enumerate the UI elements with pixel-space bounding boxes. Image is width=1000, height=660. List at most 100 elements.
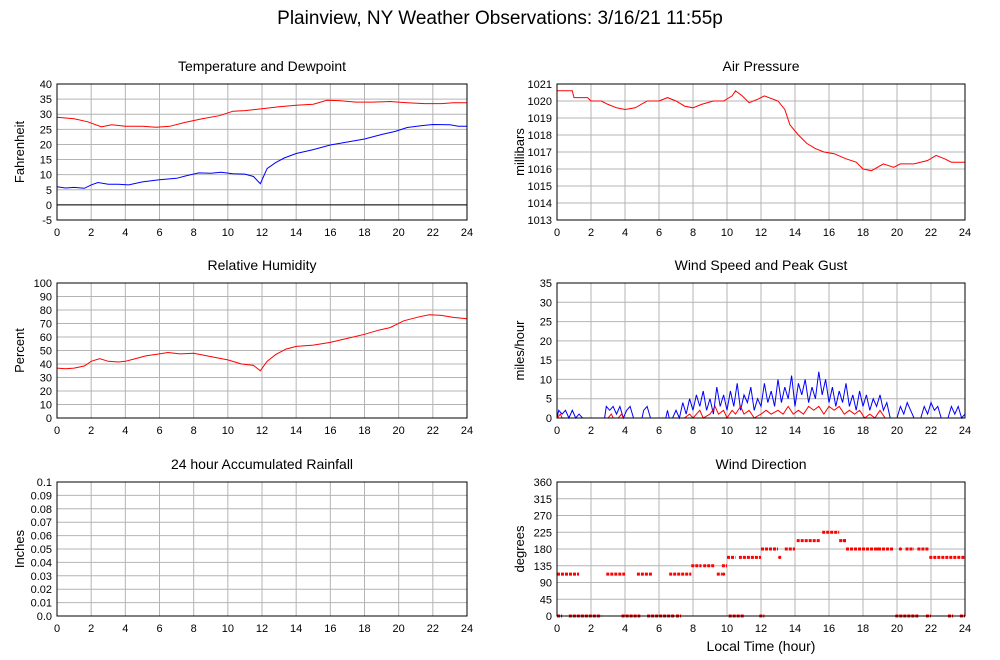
y-tick-label: 10: [40, 170, 52, 182]
y-tick-label: 15: [540, 355, 552, 367]
y-tick-label: 0.1: [37, 477, 52, 489]
y-tick-label: 1016: [528, 164, 552, 176]
x-tick-label: 24: [461, 227, 473, 239]
y-tick-label: 315: [534, 494, 552, 506]
chart-title: Air Pressure: [722, 58, 799, 74]
y-tick-label: 360: [534, 477, 552, 489]
x-tick-label: 10: [721, 623, 733, 635]
x-tick-label: 14: [789, 425, 801, 437]
y-tick-label: 0: [46, 413, 52, 425]
x-tick-label: 4: [122, 425, 128, 437]
x-tick-label: 10: [222, 227, 234, 239]
x-tick-label: 20: [891, 623, 903, 635]
y-tick-label: 1018: [528, 130, 552, 142]
x-tick-label: 0: [54, 623, 60, 635]
y-tick-label: 20: [40, 139, 52, 151]
x-tick-label: 24: [461, 425, 473, 437]
y-tick-label: 1021: [528, 79, 552, 91]
x-tick-label: 20: [393, 623, 405, 635]
data-point: [722, 572, 726, 576]
y-tick-label: 5: [46, 185, 52, 197]
x-tick-label: 24: [959, 425, 971, 437]
chart-rainfall: 0 2 4 6 8 10 12 14 16 18 20 22 240.00.010.020.030.04…: [12, 456, 473, 635]
y-tick-label: 0.09: [31, 490, 52, 502]
x-tick-label: 12: [256, 227, 268, 239]
x-tick-label: 14: [290, 623, 302, 635]
x-tick-label: 12: [755, 425, 767, 437]
x-tick-label: 14: [789, 623, 801, 635]
x-tick-label: 12: [755, 227, 767, 239]
x-tick-label: 18: [857, 227, 869, 239]
x-tick-label: 10: [721, 227, 733, 239]
y-tick-label: 40: [40, 79, 52, 91]
x-tick-label: 10: [721, 425, 733, 437]
chart-air-pressure: 0 2 4 6 8 10 12 14 16 18 20 22 241013101410151016101…: [512, 58, 971, 239]
x-tick-label: 22: [427, 227, 439, 239]
plot-frame: [56, 282, 468, 419]
x-tick-label: 20: [891, 425, 903, 437]
y-tick-label: 135: [534, 561, 552, 573]
x-tick-label: 24: [959, 227, 971, 239]
y-tick-label: 180: [534, 544, 552, 556]
y-tick-label: 35: [40, 94, 52, 106]
x-tick-label: 16: [324, 425, 336, 437]
y-tick-label: 20: [40, 386, 52, 398]
y-tick-label: 100: [34, 278, 52, 290]
x-tick-label: 0: [554, 623, 560, 635]
y-tick-label: 1020: [528, 96, 552, 108]
y-tick-label: 0.05: [31, 544, 52, 556]
y-axis-label: Percent: [12, 328, 27, 373]
x-tick-label: 2: [88, 623, 94, 635]
x-tick-label: 6: [656, 425, 662, 437]
y-tick-label: 5: [546, 394, 552, 406]
x-tick-label: 22: [925, 623, 937, 635]
y-tick-label: 50: [40, 346, 52, 358]
x-tick-label: 22: [427, 623, 439, 635]
plot-frame: [556, 481, 966, 617]
y-tick-label: 80: [40, 305, 52, 317]
chart-title: Temperature and Dewpoint: [178, 58, 346, 74]
x-tick-label: 18: [358, 227, 370, 239]
data-point: [773, 547, 777, 551]
chart-title: Relative Humidity: [208, 257, 317, 273]
chart-wind-speed-gust: 0 2 4 6 8 10 12 14 16 18 20 22 2405101520253035Wind …: [512, 257, 971, 437]
x-tick-label: 4: [122, 227, 128, 239]
x-tick-label: 14: [290, 425, 302, 437]
y-tick-label: 1014: [528, 198, 552, 210]
y-tick-label: 10: [540, 374, 552, 386]
series-line-0: [56, 314, 468, 372]
x-tick-label: 22: [427, 425, 439, 437]
y-tick-label: 225: [534, 527, 552, 539]
y-tick-label: 15: [40, 155, 52, 167]
plot-frame: [56, 83, 468, 221]
y-tick-label: 40: [40, 359, 52, 371]
chart-title: Wind Direction: [715, 456, 806, 472]
y-axis-label: Inches: [12, 529, 27, 568]
y-tick-label: 70: [40, 319, 52, 331]
x-tick-label: 20: [891, 227, 903, 239]
data-point: [898, 547, 903, 551]
chart-temperature-dewpoint: 0 2 4 6 8 10 12 14 16 18 20 22 24-50510152025303540T…: [12, 58, 473, 239]
x-tick-label: 6: [656, 227, 662, 239]
x-tick-label: 6: [156, 227, 162, 239]
x-tick-label: 14: [290, 227, 302, 239]
y-tick-label: 0.04: [31, 557, 52, 569]
x-tick-label: 12: [256, 425, 268, 437]
x-tick-label: 6: [656, 623, 662, 635]
y-axis-label: miles/hour: [512, 320, 527, 381]
x-tick-label: 4: [622, 227, 628, 239]
x-tick-label: 6: [156, 425, 162, 437]
y-axis-label: degrees: [512, 525, 527, 572]
y-axis-label: Fahrenheit: [12, 121, 27, 184]
data-point: [876, 547, 880, 551]
y-tick-label: 60: [40, 332, 52, 344]
y-tick-label: 0.02: [31, 584, 52, 596]
series-line-0: [557, 90, 965, 172]
x-tick-label: 20: [393, 425, 405, 437]
data-point: [778, 555, 782, 559]
y-tick-label: 0: [546, 413, 552, 425]
chart-title: 24 hour Accumulated Rainfall: [171, 456, 353, 472]
x-tick-label: 2: [588, 227, 594, 239]
x-tick-label: 8: [191, 425, 197, 437]
